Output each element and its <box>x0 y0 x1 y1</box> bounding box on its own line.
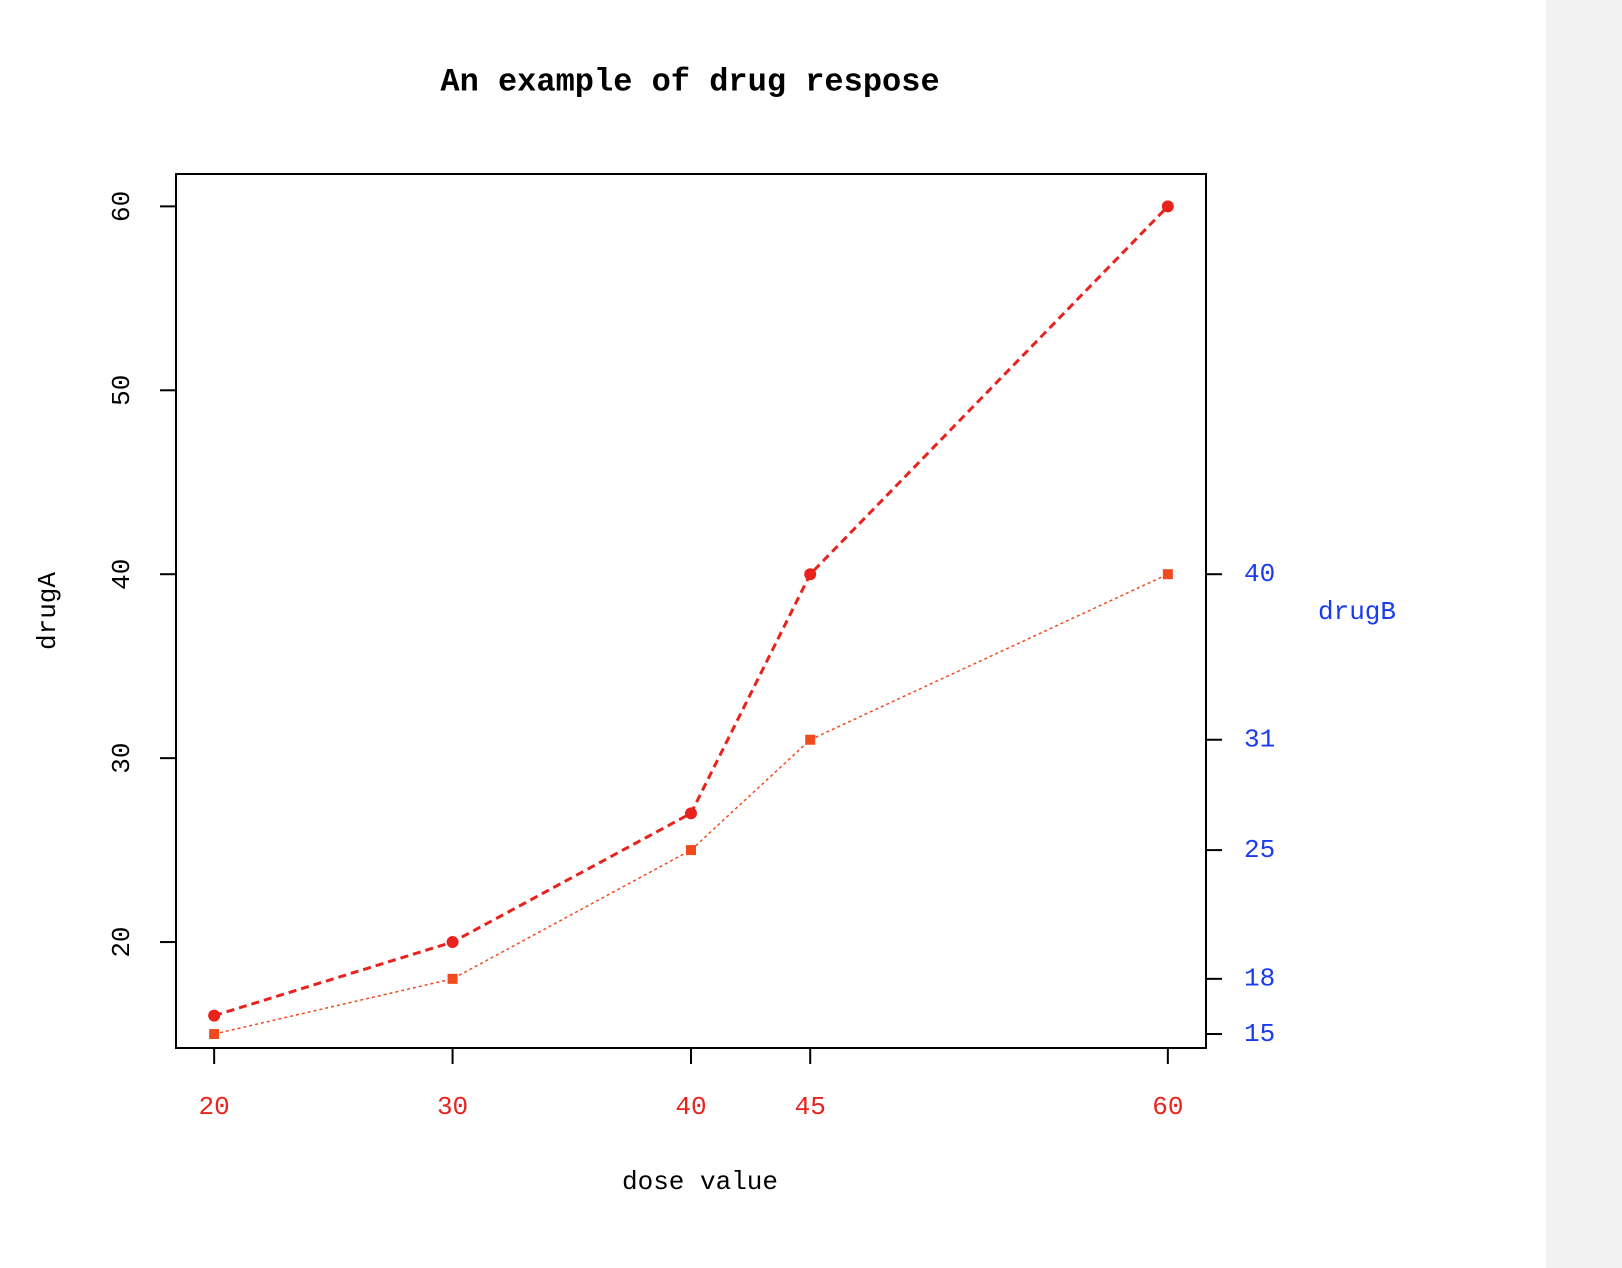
plot-frame <box>175 173 1207 1049</box>
y2-tick-label: 15 <box>1244 1019 1275 1049</box>
y-tick-label: 20 <box>107 926 137 957</box>
x-tick-label: 45 <box>795 1092 826 1122</box>
y2-tick-label: 31 <box>1244 725 1275 755</box>
y2-axis-label: drugB <box>1318 597 1396 627</box>
y-tick-label: 40 <box>107 559 137 590</box>
series-line <box>213 205 1169 1018</box>
x-tick-label: 20 <box>199 1092 230 1122</box>
y2-tick-label: 40 <box>1244 559 1275 589</box>
y-axis-label: drugA <box>33 572 63 650</box>
series-line <box>213 573 1169 1035</box>
marker <box>804 568 817 581</box>
side-strip <box>1546 0 1622 1268</box>
y-tick-label: 30 <box>107 743 137 774</box>
x-tick-label: 30 <box>437 1092 468 1122</box>
x-tick-label: 60 <box>1152 1092 1183 1122</box>
marker <box>686 845 696 856</box>
y2-tick-label: 25 <box>1244 835 1275 865</box>
y2-tick-label: 18 <box>1244 964 1275 994</box>
chart-title: An example of drug respose <box>440 63 939 100</box>
marker <box>805 734 816 745</box>
marker <box>208 1009 221 1022</box>
y-tick-label: 50 <box>107 375 137 406</box>
marker <box>1162 569 1173 580</box>
y-tick-label: 60 <box>107 191 137 222</box>
x-tick-label: 40 <box>675 1092 706 1122</box>
marker <box>446 936 459 949</box>
marker <box>447 973 458 984</box>
marker <box>1161 200 1174 213</box>
marker <box>209 1029 220 1040</box>
marker <box>685 807 697 820</box>
x-axis-label: dose value <box>622 1167 778 1197</box>
